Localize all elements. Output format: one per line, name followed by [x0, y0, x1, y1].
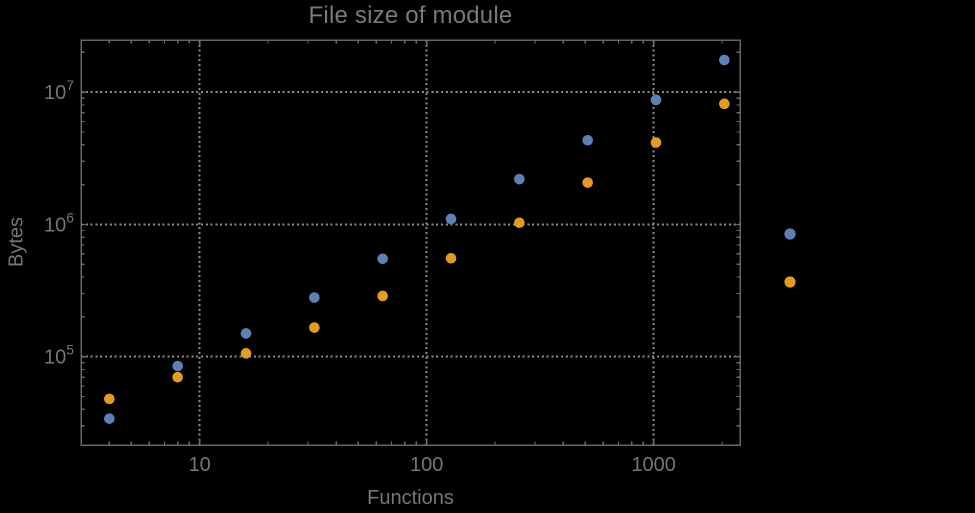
plot-title: File size of module [308, 2, 513, 29]
data-point-series-2 [104, 393, 115, 405]
data-point-series-2 [650, 137, 662, 148]
data-point-series-1 [514, 173, 525, 185]
data-point-series-1 [650, 94, 662, 106]
plot-frame [80, 39, 741, 446]
legend-marker-2 [784, 276, 796, 288]
data-point-series-2 [172, 371, 183, 383]
y-tick-label: 106 [44, 209, 74, 236]
data-point-series-1 [172, 360, 183, 372]
x-tick-label: 100 [410, 454, 443, 476]
data-point-series-1 [445, 213, 457, 225]
data-point-series-1 [719, 54, 730, 66]
data-point-series-1 [240, 328, 252, 339]
y-tick-label: 105 [44, 342, 74, 369]
data-point-series-2 [445, 252, 457, 264]
data-point-series-2 [240, 348, 252, 359]
x-tick-label: 1000 [631, 454, 676, 476]
y-tick-label: 107 [44, 77, 74, 104]
data-point-series-2 [377, 290, 388, 302]
data-point-series-1 [377, 253, 388, 265]
data-point-series-1 [582, 134, 593, 146]
data-point-series-2 [514, 217, 525, 229]
data-point-series-1 [309, 292, 320, 303]
x-tick-label: 10 [189, 454, 211, 476]
legend-marker-1 [784, 228, 796, 240]
data-point-series-1 [104, 413, 115, 424]
data-point-series-2 [582, 177, 593, 188]
x-axis-label: Functions [367, 487, 454, 509]
data-point-series-2 [719, 98, 730, 110]
data-point-series-2 [309, 322, 320, 333]
